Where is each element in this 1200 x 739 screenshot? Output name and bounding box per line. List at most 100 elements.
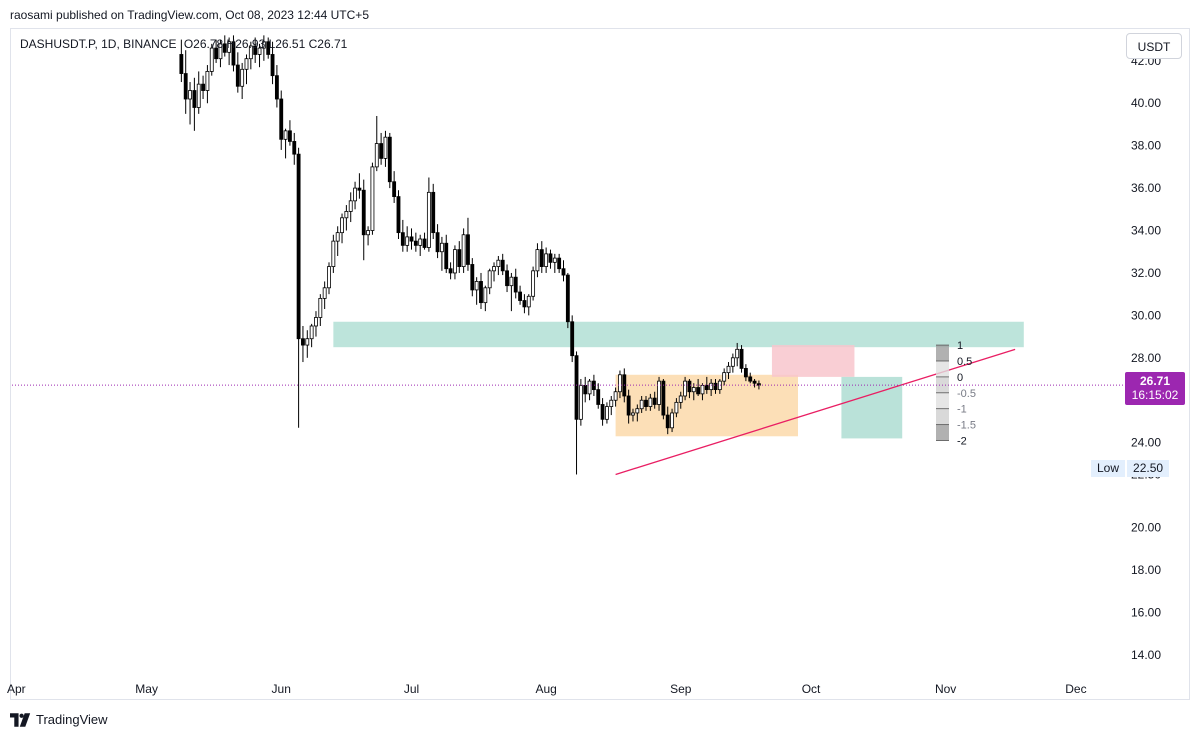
candle-body	[470, 264, 475, 291]
stop-zone	[771, 345, 855, 377]
candle-body	[253, 45, 258, 55]
candle-body	[340, 217, 344, 234]
candle-body	[648, 397, 653, 407]
time-tick-label: Jul	[404, 682, 419, 696]
overlay-layer: 1 0.5 0 -0.5 -1 -1.5 -2	[12, 340, 1123, 476]
time-tick-label: Sep	[670, 682, 692, 696]
fib-level-label: -1.5	[957, 420, 976, 432]
candle-body	[439, 242, 444, 253]
candle-body	[279, 98, 284, 140]
candle-body	[218, 43, 223, 60]
fib-level-label: -2	[957, 436, 967, 448]
candle-body	[752, 380, 757, 384]
candle-body	[270, 54, 275, 77]
time-axis: Apr May Jun Jul Aug Sep Oct Nov Dec	[7, 682, 1087, 696]
candle-body	[691, 387, 696, 393]
fib-band	[936, 408, 949, 425]
candle-body	[631, 412, 635, 416]
candle-body	[565, 274, 570, 323]
candle-body	[422, 238, 427, 248]
fib-level-label: -1	[957, 404, 967, 416]
candle-body	[652, 397, 657, 405]
candle-body	[205, 71, 210, 91]
candle-body	[661, 380, 666, 416]
candle-body	[405, 236, 410, 246]
price-tick-label: 14.00	[1131, 648, 1161, 662]
candle-body	[583, 384, 588, 395]
candle-body	[296, 153, 301, 340]
candle-body	[487, 270, 492, 289]
candle-body	[696, 387, 701, 395]
ohlc-values: O26.78 H26.93 L26.51 C26.71	[183, 37, 348, 51]
candle-body	[461, 234, 466, 267]
candle-body	[192, 90, 197, 108]
candle-body	[413, 240, 418, 246]
candle-body	[214, 47, 219, 60]
fib-level-label: 1	[957, 340, 963, 352]
candle-body	[635, 408, 640, 414]
low-label-text: Low	[1091, 460, 1126, 477]
candle-body	[743, 368, 748, 378]
candle-body	[327, 266, 331, 289]
candle-body	[292, 141, 297, 155]
candle-body	[426, 191, 431, 248]
candle-body	[209, 47, 214, 72]
candle-body	[605, 406, 609, 420]
price-tick-label: 36.00	[1131, 181, 1161, 195]
publish-info: raosami published on TradingView.com, Oc…	[10, 8, 369, 22]
time-tick-label: Dec	[1065, 682, 1086, 696]
candle-body	[674, 401, 679, 414]
candle-body	[274, 75, 279, 100]
candle-body	[722, 372, 727, 382]
candle-body	[700, 384, 705, 395]
candle-body	[231, 41, 236, 66]
candle-body	[318, 298, 323, 318]
candle-body	[704, 384, 709, 391]
candle-body	[535, 249, 540, 272]
price-tick-label: 30.00	[1131, 308, 1161, 322]
chart-frame	[10, 28, 1190, 700]
currency-button[interactable]: USDT	[1126, 33, 1182, 59]
candle-body	[448, 268, 453, 274]
candle-body	[552, 257, 557, 263]
price-tick-label: 38.00	[1131, 139, 1161, 153]
candle-body	[596, 389, 601, 405]
candle-body	[353, 187, 357, 202]
candles-layer	[179, 35, 761, 475]
candle-body	[418, 238, 423, 246]
candle-body	[183, 73, 188, 100]
candle-body	[240, 68, 245, 87]
candle-body	[201, 83, 205, 91]
footer-brand[interactable]: TradingView	[36, 712, 108, 727]
time-tick-label: Apr	[7, 682, 26, 696]
candle-body	[513, 276, 518, 293]
candle-body	[600, 404, 605, 420]
candle-body	[379, 143, 384, 159]
candle-body	[188, 90, 192, 100]
candle-body	[288, 130, 292, 142]
fib-band	[936, 424, 949, 441]
candle-body	[739, 348, 744, 369]
candle-body	[561, 268, 566, 276]
candle-body	[683, 380, 688, 397]
fib-band	[936, 345, 949, 361]
candle-body	[548, 253, 553, 263]
candle-body	[335, 232, 340, 242]
candle-body	[366, 230, 371, 236]
price-tick-label: 32.00	[1131, 266, 1161, 280]
target-zone	[841, 376, 903, 439]
candle-body	[756, 383, 761, 386]
candle-body	[609, 399, 614, 407]
candle-body	[644, 399, 648, 407]
price-tick-label: 40.00	[1131, 96, 1161, 110]
candle-body	[626, 395, 631, 416]
candle-body	[227, 41, 232, 53]
candle-body	[557, 257, 562, 270]
candle-body	[305, 338, 310, 346]
time-tick-label: May	[135, 682, 158, 696]
candle-body	[261, 41, 266, 49]
candle-body	[539, 249, 544, 267]
candle-body	[717, 380, 722, 391]
candle-body	[235, 64, 240, 87]
